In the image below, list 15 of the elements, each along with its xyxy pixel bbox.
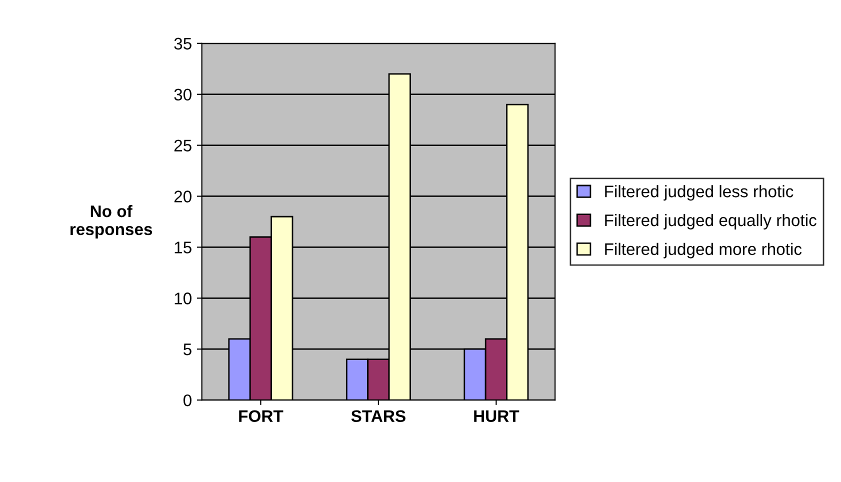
y-tick-label: 30 xyxy=(174,88,192,101)
y-tick-label: 0 xyxy=(184,394,192,406)
y-tick-label: 35 xyxy=(174,38,192,50)
legend-label: Filtered judged less rhotic xyxy=(605,185,794,201)
y-tick-label: 5 xyxy=(184,344,192,356)
y-tick-label: 10 xyxy=(174,292,192,304)
y-tick-label: 15 xyxy=(174,242,192,254)
y-tick-label: 25 xyxy=(174,140,192,152)
legend-label: Filtered judged equally rhotic xyxy=(605,214,816,230)
x-tick-label: STARS xyxy=(351,410,406,422)
x-tick-label: FORT xyxy=(239,410,284,422)
legend-label: Filtered judged more rhotic xyxy=(605,242,802,258)
y-tick-label: 20 xyxy=(174,190,192,202)
y-axis-title: No of responses xyxy=(70,204,152,238)
x-tick-label: HURT xyxy=(474,410,520,422)
